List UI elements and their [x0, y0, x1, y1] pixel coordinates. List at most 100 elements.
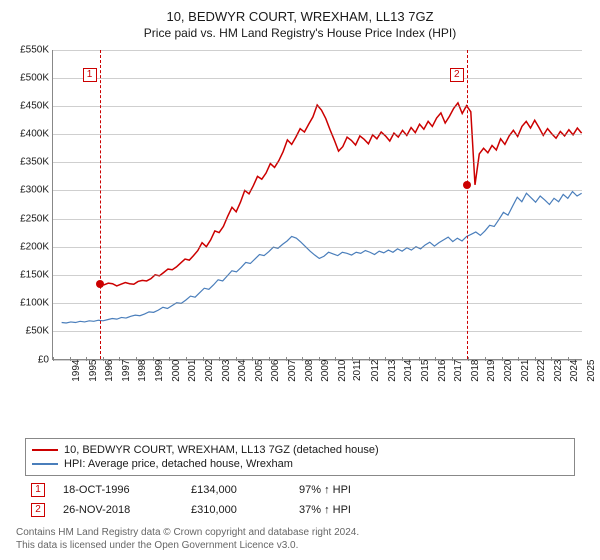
x-tick-label: 2002 [204, 359, 215, 381]
x-tick-label: 2014 [403, 359, 414, 381]
x-tick-label: 2006 [270, 359, 281, 381]
x-tick [369, 357, 370, 361]
x-tick [219, 357, 220, 361]
y-tick-label: £0 [38, 354, 53, 365]
chart-area: £0£50K£100K£150K£200K£250K£300K£350K£400… [10, 46, 590, 406]
sale-marker: 2 [31, 503, 45, 517]
y-gridline [53, 331, 582, 332]
legend-label: HPI: Average price, detached house, Wrex… [64, 458, 293, 470]
x-tick-label: 2018 [469, 359, 480, 381]
x-tick-label: 2011 [352, 359, 363, 381]
chart-subtitle: Price paid vs. HM Land Registry's House … [10, 26, 590, 40]
x-tick-label: 2015 [420, 359, 431, 381]
y-tick-label: £300K [20, 185, 53, 196]
legend-item: HPI: Average price, detached house, Wrex… [32, 457, 568, 471]
chart-lines [53, 50, 582, 359]
legend-label: 10, BEDWYR COURT, WREXHAM, LL13 7GZ (det… [64, 444, 379, 456]
y-tick-label: £100K [20, 298, 53, 309]
x-tick [468, 357, 469, 361]
x-tick [186, 357, 187, 361]
x-tick-label: 2024 [569, 359, 580, 381]
x-tick [435, 357, 436, 361]
x-tick [485, 357, 486, 361]
sale-row: 226-NOV-2018£310,00037% ↑ HPI [25, 500, 575, 520]
y-gridline [53, 275, 582, 276]
x-tick-label: 2001 [187, 359, 198, 381]
y-tick-label: £550K [20, 44, 53, 55]
x-tick [568, 357, 569, 361]
x-tick-label: 1999 [154, 359, 165, 381]
x-tick-label: 1994 [71, 359, 82, 381]
x-tick-label: 2008 [303, 359, 314, 381]
legend-swatch [32, 449, 58, 451]
x-tick [169, 357, 170, 361]
plot-area: £0£50K£100K£150K£200K£250K£300K£350K£400… [52, 50, 582, 360]
sale-date: 26-NOV-2018 [63, 504, 173, 516]
x-tick [302, 357, 303, 361]
x-tick-label: 2005 [254, 359, 265, 381]
x-tick [518, 357, 519, 361]
x-tick-label: 2004 [237, 359, 248, 381]
x-tick [153, 357, 154, 361]
sale-date: 18-OCT-1996 [63, 484, 173, 496]
x-tick-label: 2023 [553, 359, 564, 381]
x-tick-label: 2009 [320, 359, 331, 381]
x-tick [86, 357, 87, 361]
legend-swatch [32, 463, 58, 465]
x-tick [319, 357, 320, 361]
x-tick [551, 357, 552, 361]
x-tick-label: 2022 [536, 359, 547, 381]
sale-delta: 37% ↑ HPI [299, 504, 351, 516]
y-gridline [53, 162, 582, 163]
x-tick [269, 357, 270, 361]
x-tick [119, 357, 120, 361]
x-tick-label: 2019 [486, 359, 497, 381]
x-tick [53, 357, 54, 361]
event-marker: 1 [83, 68, 97, 82]
series-price-paid [100, 102, 582, 285]
x-tick-label: 2010 [337, 359, 348, 381]
x-tick-label: 2025 [586, 359, 597, 381]
x-tick-label: 1995 [87, 359, 98, 381]
x-tick [419, 357, 420, 361]
x-tick-label: 2016 [436, 359, 447, 381]
x-tick [402, 357, 403, 361]
sale-row: 118-OCT-1996£134,00097% ↑ HPI [25, 480, 575, 500]
footer-line-1: Contains HM Land Registry data © Crown c… [16, 526, 584, 540]
x-tick [502, 357, 503, 361]
y-tick-label: £200K [20, 241, 53, 252]
x-tick [236, 357, 237, 361]
sale-point [463, 181, 471, 189]
x-tick-label: 2020 [503, 359, 514, 381]
sale-marker: 1 [31, 483, 45, 497]
y-tick-label: £400K [20, 129, 53, 140]
x-tick [535, 357, 536, 361]
x-tick-label: 2017 [453, 359, 464, 381]
x-tick-label: 2000 [170, 359, 181, 381]
x-tick-label: 2012 [370, 359, 381, 381]
event-vline [467, 50, 468, 359]
y-gridline [53, 247, 582, 248]
legend: 10, BEDWYR COURT, WREXHAM, LL13 7GZ (det… [25, 438, 575, 476]
x-tick-label: 2013 [386, 359, 397, 381]
x-tick [103, 357, 104, 361]
y-gridline [53, 219, 582, 220]
event-vline [100, 50, 101, 359]
y-gridline [53, 106, 582, 107]
y-tick-label: £250K [20, 213, 53, 224]
y-tick-label: £500K [20, 72, 53, 83]
x-tick-label: 1996 [104, 359, 115, 381]
y-tick-label: £350K [20, 157, 53, 168]
x-tick-label: 2003 [220, 359, 231, 381]
x-tick [136, 357, 137, 361]
y-tick-label: £450K [20, 100, 53, 111]
x-tick [252, 357, 253, 361]
y-gridline [53, 303, 582, 304]
x-tick-label: 2007 [287, 359, 298, 381]
y-gridline [53, 50, 582, 51]
legend-item: 10, BEDWYR COURT, WREXHAM, LL13 7GZ (det… [32, 443, 568, 457]
x-tick-label: 1997 [121, 359, 132, 381]
x-tick [203, 357, 204, 361]
x-tick-label: 1998 [137, 359, 148, 381]
sale-point [96, 280, 104, 288]
